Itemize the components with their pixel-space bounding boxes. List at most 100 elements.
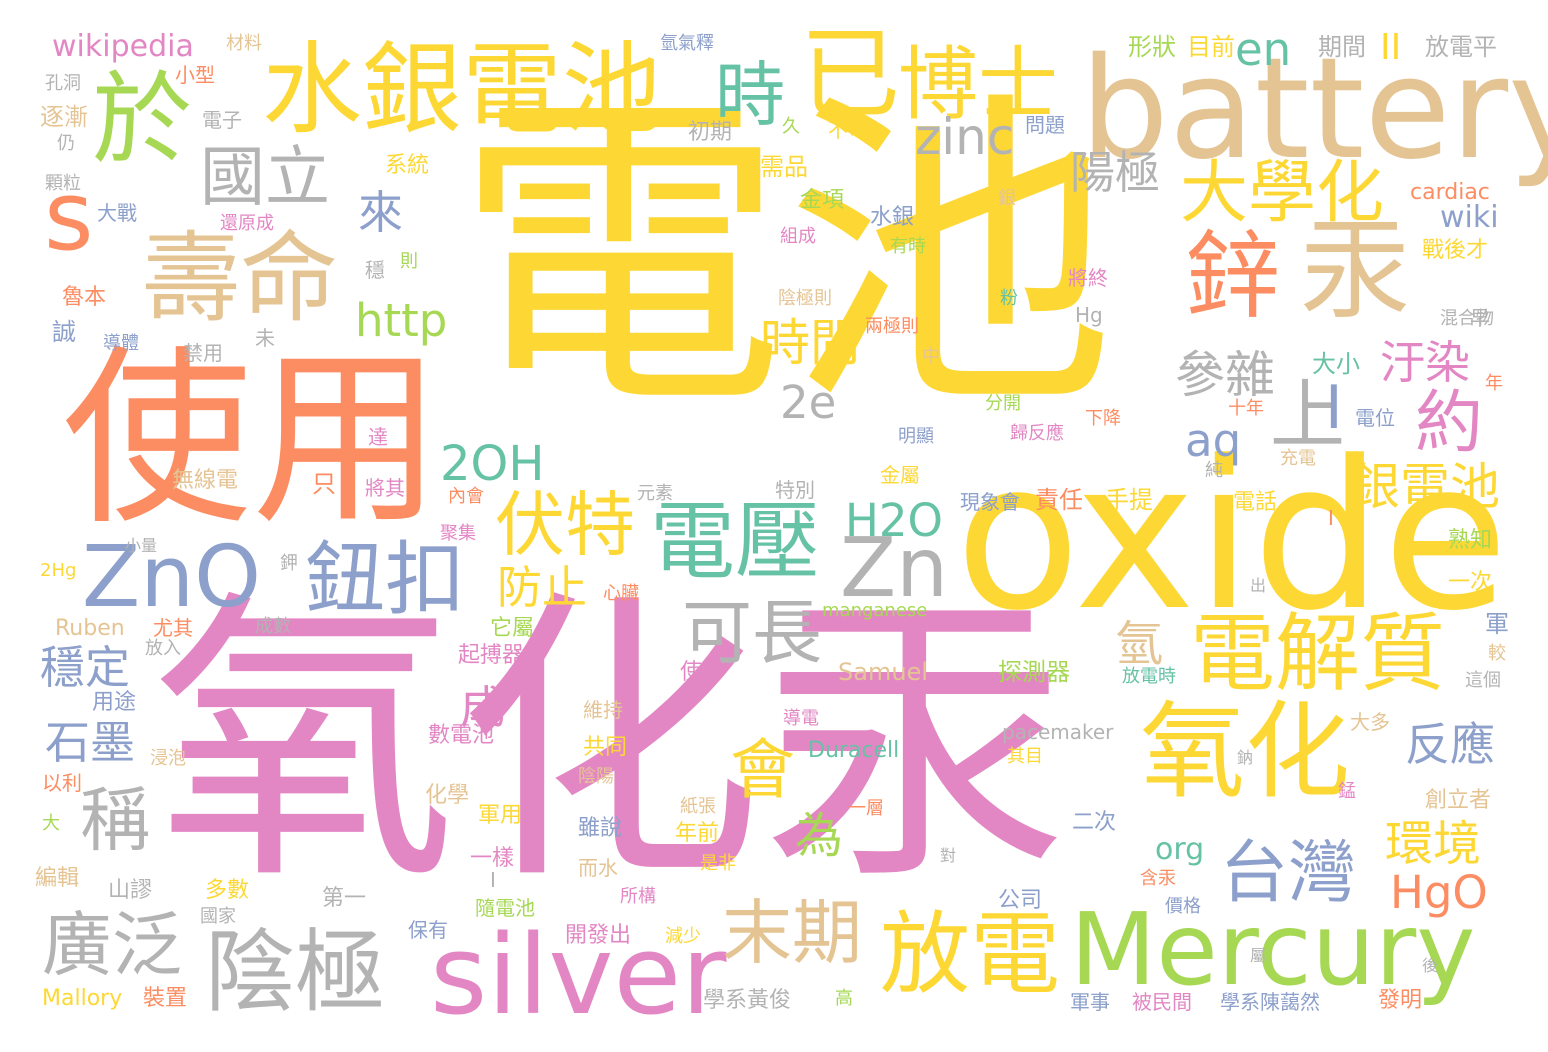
word: 放電平 <box>1425 33 1497 61</box>
word: 明顯 <box>898 426 934 447</box>
word: ZnO <box>82 528 262 627</box>
word: 鉀 <box>280 553 298 574</box>
word: 金屬 <box>880 463 920 487</box>
word: 孔洞 <box>45 73 81 94</box>
word: 電子 <box>202 108 242 132</box>
word: 戰後才 <box>1422 238 1489 263</box>
word: 化學 <box>425 783 470 808</box>
word: 中 <box>922 346 940 367</box>
word: 對 <box>940 846 957 865</box>
word: 達 <box>368 425 388 449</box>
word: 錳 <box>1338 781 1356 802</box>
word: wiki <box>1440 200 1499 235</box>
word: 銀 <box>998 188 1016 209</box>
word: 成 <box>460 681 506 734</box>
word: 裝置 <box>143 986 188 1011</box>
word: 初期 <box>688 120 733 145</box>
word: manganese <box>822 600 928 621</box>
word: 電話 <box>1233 490 1278 515</box>
word: Samuel <box>838 658 928 686</box>
word: 台灣 <box>1220 834 1357 913</box>
word: 將終 <box>1068 266 1108 290</box>
word: HgO <box>1390 866 1488 919</box>
word: 年前 <box>675 821 720 846</box>
word: 放電 <box>880 902 1060 1007</box>
word: 仍 <box>57 133 75 154</box>
word: 電位 <box>1355 406 1395 430</box>
word: 陽極 <box>1070 146 1161 199</box>
word: 博士 <box>898 38 1058 131</box>
word: cardiac <box>1410 180 1490 205</box>
word: 反應 <box>1405 718 1496 771</box>
word: 山謬 <box>108 878 153 903</box>
word: 混合物 <box>1440 308 1494 329</box>
word: 後 <box>1422 956 1439 975</box>
word: 材料 <box>226 33 262 54</box>
word: 探測器 <box>998 658 1070 686</box>
word: 含汞 <box>1140 868 1176 889</box>
word: 目前 <box>1187 33 1235 61</box>
word: 電池 <box>455 65 1115 449</box>
word: 二次 <box>1072 810 1117 835</box>
word: 末期 <box>722 892 862 974</box>
word: 導電 <box>783 708 819 729</box>
word: H2O <box>845 494 943 547</box>
word: s <box>44 162 94 272</box>
word: 大學化 <box>1180 154 1385 233</box>
word: 小量 <box>125 536 158 555</box>
word: 電解質 <box>1190 605 1446 704</box>
word: 誠 <box>52 318 76 346</box>
word: 氫氣釋 <box>660 33 714 54</box>
word: 這個 <box>1465 670 1501 691</box>
word: 學系黃俊 <box>703 988 792 1013</box>
word: 鈕扣 <box>305 533 465 626</box>
word: 只 <box>312 470 336 498</box>
word: 會 <box>730 733 796 808</box>
word: 於 <box>92 61 192 178</box>
word: battery <box>1080 28 1548 191</box>
word: 價格 <box>1165 896 1201 917</box>
word: 可長 <box>682 592 822 674</box>
word: 年 <box>1485 373 1503 394</box>
word: 問題 <box>1025 113 1065 137</box>
word: 以利 <box>42 771 82 795</box>
word: 一樣 <box>470 846 515 871</box>
word: 穩定 <box>40 641 131 694</box>
word: 大 <box>42 813 60 834</box>
word: I <box>490 868 496 892</box>
word: 伏特 <box>495 484 635 566</box>
word: 分開 <box>985 393 1021 414</box>
word: 銀電池 <box>1350 458 1500 516</box>
word: 使 <box>680 660 703 685</box>
word: 數電池 <box>428 723 495 748</box>
word: 小型 <box>175 63 215 87</box>
word: 元素 <box>637 483 673 504</box>
word: 早 <box>1470 306 1490 330</box>
word: 其目 <box>1007 746 1043 767</box>
word: 它屬 <box>490 616 535 641</box>
word: 為 <box>795 808 844 864</box>
word: 水銀 <box>870 205 915 230</box>
word: 來 <box>358 186 404 239</box>
word: I <box>1325 373 1343 443</box>
word: pacemaker <box>1002 720 1114 744</box>
word: 無線電 <box>172 468 239 493</box>
word: 鋅 <box>1185 222 1281 332</box>
word: 隨電池 <box>475 896 535 920</box>
word: 未 <box>255 326 275 350</box>
word: 形狀 <box>1128 33 1176 61</box>
word: 氫 <box>1115 616 1164 672</box>
word: 使用 <box>62 329 443 550</box>
word: 兩極則 <box>865 316 919 337</box>
word: 大戰 <box>97 201 137 225</box>
word: 時間 <box>760 314 860 372</box>
word: oxide <box>955 418 1509 656</box>
word: 保有 <box>408 918 448 942</box>
word: 廣泛 <box>42 904 182 986</box>
word: 穩 <box>365 258 385 282</box>
word: 環境 <box>1385 816 1482 872</box>
word: 組成 <box>780 226 816 247</box>
word: 稱 <box>80 779 150 861</box>
word: 現象會 <box>960 490 1020 514</box>
